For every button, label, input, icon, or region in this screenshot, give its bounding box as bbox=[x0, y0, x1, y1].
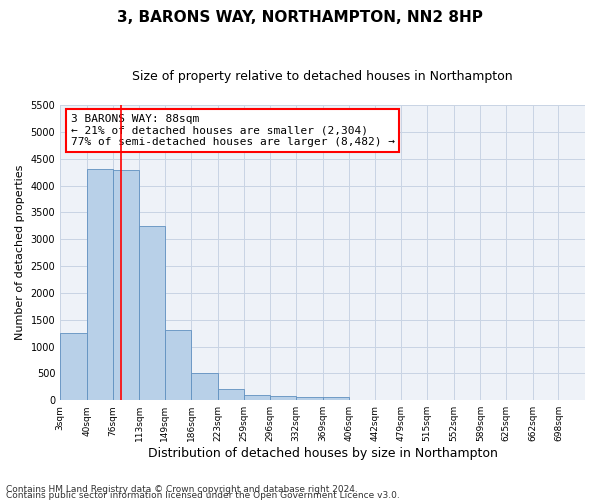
Bar bbox=[270, 396, 296, 400]
Text: 3 BARONS WAY: 88sqm
← 21% of detached houses are smaller (2,304)
77% of semi-det: 3 BARONS WAY: 88sqm ← 21% of detached ho… bbox=[71, 114, 395, 147]
Bar bbox=[191, 374, 218, 400]
Bar bbox=[244, 395, 270, 400]
Bar bbox=[296, 397, 323, 400]
Text: Contains HM Land Registry data © Crown copyright and database right 2024.: Contains HM Land Registry data © Crown c… bbox=[6, 484, 358, 494]
Bar bbox=[218, 390, 244, 400]
Text: Contains public sector information licensed under the Open Government Licence v3: Contains public sector information licen… bbox=[6, 490, 400, 500]
Y-axis label: Number of detached properties: Number of detached properties bbox=[15, 165, 25, 340]
Bar bbox=[113, 170, 139, 400]
X-axis label: Distribution of detached houses by size in Northampton: Distribution of detached houses by size … bbox=[148, 447, 497, 460]
Bar bbox=[323, 398, 349, 400]
Bar bbox=[86, 170, 113, 400]
Text: 3, BARONS WAY, NORTHAMPTON, NN2 8HP: 3, BARONS WAY, NORTHAMPTON, NN2 8HP bbox=[117, 10, 483, 25]
Bar bbox=[60, 333, 86, 400]
Bar bbox=[139, 226, 165, 400]
Bar bbox=[165, 330, 191, 400]
Title: Size of property relative to detached houses in Northampton: Size of property relative to detached ho… bbox=[132, 70, 513, 83]
